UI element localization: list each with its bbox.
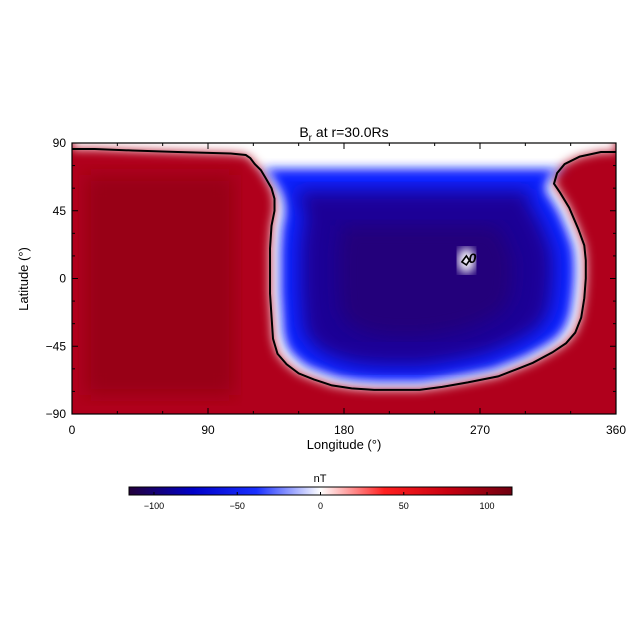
y-tick-label: −90: [46, 407, 67, 421]
colorbar-tick-label: 100: [480, 501, 495, 511]
zero-contour-line: [72, 148, 616, 391]
contour-label: 0: [469, 250, 477, 266]
heatmap-field: [72, 143, 616, 414]
colorbar-tick-label: 0: [318, 501, 323, 511]
colorbar-tick-label: 50: [399, 501, 409, 511]
colorbar-tick-label: −50: [230, 501, 245, 511]
x-tick-label: 180: [334, 423, 354, 437]
x-tick-label: 90: [201, 423, 215, 437]
x-tick-label: 0: [69, 423, 76, 437]
zero-contour-island: [460, 254, 471, 267]
y-tick-label: −45: [46, 339, 67, 353]
heatmap-negative-deep: [229, 225, 530, 337]
y-tick-label: 45: [53, 204, 67, 218]
colorbar-label: nT: [314, 473, 327, 485]
y-axis-label: Latitude (°): [16, 247, 31, 311]
heatmap-positive-island: [457, 247, 476, 274]
x-tick-label: 360: [606, 423, 626, 437]
x-axis-label: Longitude (°): [307, 437, 382, 452]
y-axis: 90 45 0 −45 −90: [46, 136, 616, 421]
x-tick-label: 270: [470, 423, 490, 437]
chart-title: Br at r=30.0Rs: [299, 124, 388, 144]
colorbar-tick-label: −100: [144, 501, 164, 511]
colorbar-ticks: −100 −50 0 50 100: [144, 492, 495, 511]
heatmap-positive-core: [85, 175, 235, 395]
x-axis: 0 90 180 270 360: [69, 143, 626, 437]
y-tick-label: 90: [53, 136, 67, 150]
y-tick-label: 0: [59, 272, 66, 286]
